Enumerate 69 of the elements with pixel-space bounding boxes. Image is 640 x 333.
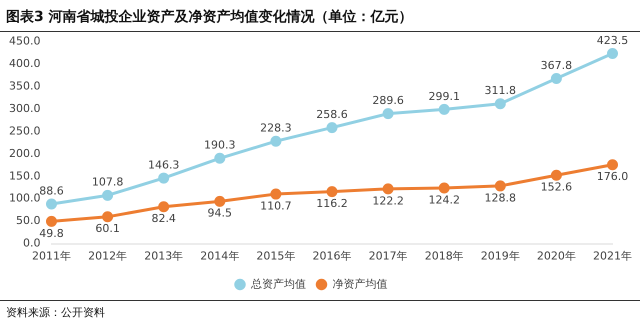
- point: [550, 170, 562, 181]
- data-label: 116.2: [316, 196, 348, 210]
- point: [607, 159, 618, 170]
- point: [270, 136, 282, 147]
- data-label: 60.1: [95, 222, 120, 236]
- data-label: 367.8: [540, 58, 572, 72]
- x-tick-label: 2019年: [480, 249, 520, 262]
- y-tick-label: 200.0: [8, 146, 40, 160]
- x-tick-label: 2018年: [424, 249, 464, 262]
- point: [326, 186, 338, 198]
- y-tick-label: 300.0: [8, 102, 40, 115]
- data-label: 190.3: [204, 138, 236, 152]
- x-tick-label: 2021年: [593, 249, 632, 262]
- point: [326, 122, 338, 134]
- x-tick-label: 2015年: [256, 249, 296, 262]
- data-label: 82.4: [151, 212, 176, 226]
- data-label: 423.5: [596, 34, 628, 47]
- point: [494, 98, 506, 110]
- data-label: 49.8: [39, 226, 64, 240]
- data-label: 299.1: [428, 90, 460, 103]
- text: 资料来源：公开资料: [6, 305, 106, 320]
- point: [158, 201, 170, 212]
- data-label: 146.3: [148, 158, 180, 172]
- point: [46, 216, 57, 227]
- data-label: 128.8: [484, 191, 516, 204]
- point: [494, 180, 506, 192]
- point: [102, 211, 114, 222]
- x-tick-label: 2014年: [200, 249, 240, 262]
- y-tick-label: 400.0: [8, 56, 40, 70]
- data-label: 88.6: [39, 184, 64, 198]
- x-tick-label: 2017年: [368, 249, 408, 262]
- x-tick-label: 2012年: [88, 249, 128, 262]
- y-tick-label: 450.0: [8, 34, 40, 48]
- x-tick-label: 2016年: [312, 249, 352, 262]
- data-label: 228.3: [260, 122, 292, 135]
- y-tick-label: 350.0: [8, 79, 40, 92]
- x-tick-label: 2011年: [32, 249, 71, 262]
- chart-title: 图表3 河南省城投企业资产及净资产均值变化情况（单位：亿元）: [0, 0, 640, 32]
- legend-label: 净资产均值: [332, 277, 388, 290]
- y-tick-label: 50.0: [16, 214, 40, 228]
- data-label: 289.6: [372, 94, 404, 108]
- point: [550, 73, 562, 84]
- point: [438, 182, 450, 194]
- x-tick-label: 2020年: [536, 249, 576, 262]
- point: [382, 183, 394, 194]
- data-label: 122.2: [372, 194, 404, 208]
- point: [438, 104, 450, 115]
- x-tick-label: 2013年: [144, 249, 184, 262]
- legend-label: 总资产均值: [250, 277, 306, 290]
- y-tick-label: 0.0: [22, 236, 40, 250]
- y-tick-label: 100.0: [8, 192, 40, 205]
- point: [46, 198, 57, 210]
- data-label: 152.6: [540, 180, 572, 194]
- point: [214, 152, 226, 164]
- point: [214, 196, 226, 207]
- y-tick-label: 150.0: [8, 169, 40, 182]
- point: [102, 190, 114, 201]
- y-tick-label: 250.0: [8, 124, 40, 138]
- data-label: 124.2: [428, 193, 460, 206]
- data-label: 94.5: [208, 206, 232, 220]
- data-label: 110.7: [260, 199, 292, 212]
- data-label: 107.8: [92, 176, 124, 189]
- data-label: 176.0: [596, 170, 628, 184]
- point: [382, 108, 394, 120]
- point: [158, 172, 170, 184]
- point: [607, 48, 618, 60]
- point: [270, 188, 282, 200]
- data-label: 258.6: [316, 108, 348, 121]
- data-label: 311.8: [484, 84, 516, 98]
